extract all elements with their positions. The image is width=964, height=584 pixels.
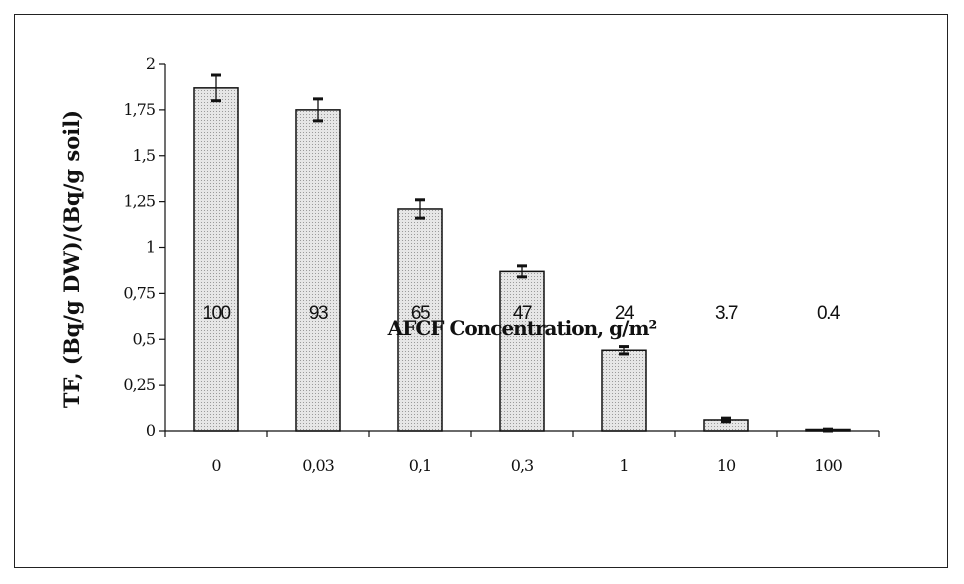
y-axis-title: TF, (Bq/g DW)/(Bq/g soil)	[59, 110, 84, 408]
y-tick-label: 2	[146, 54, 155, 73]
chart-frame: 0 0,25 0,5 0,75 1 1,25 1,5 1,75 2 100 93 65 47 24 3.7…	[14, 14, 948, 568]
x-tick-label: 0,03	[302, 456, 334, 475]
y-tick-label: 0,75	[123, 283, 155, 302]
error-bar	[517, 264, 527, 279]
x-tick-label: 0,3	[511, 456, 533, 475]
bar	[295, 109, 341, 432]
data-label: 24	[615, 303, 635, 324]
bar	[601, 349, 647, 432]
error-bar	[415, 198, 425, 220]
x-tick-label: 1	[619, 456, 628, 475]
data-label: 93	[309, 303, 328, 324]
data-label: 0.4	[817, 303, 841, 324]
y-tick-label: 1,75	[123, 100, 155, 119]
x-axis-title: AFCF Concentration, g/m²	[387, 316, 657, 340]
y-tick-label: 0,5	[133, 329, 155, 348]
y-tick-label: 0,25	[123, 375, 155, 394]
y-tick-label: 0	[146, 421, 156, 440]
data-labels: 100 93 65 47 24 3.7 0.4	[202, 303, 842, 324]
error-bar	[619, 345, 629, 356]
data-label: 100	[202, 303, 230, 324]
y-tick-label: 1,5	[133, 146, 155, 165]
x-tick-label: 0	[211, 456, 221, 475]
error-bar	[721, 416, 731, 424]
data-label: 65	[411, 303, 430, 324]
error-bar	[313, 97, 323, 123]
data-label: 3.7	[715, 303, 738, 324]
error-bar	[211, 73, 221, 103]
y-tick-label: 1	[146, 238, 155, 257]
x-axis-ticks: 0 0,03 0,1 0,3 1 10 100	[164, 431, 880, 475]
bar	[499, 270, 545, 432]
x-tick-label: 10	[717, 456, 736, 475]
y-tick-label: 1,25	[123, 192, 155, 211]
bar	[193, 87, 239, 432]
data-label: 47	[513, 303, 532, 324]
x-tick-label: 0,1	[409, 456, 431, 475]
x-tick-label: 100	[814, 456, 842, 475]
bars	[193, 73, 851, 433]
bar	[397, 208, 443, 432]
y-axis-ticks: 0 0,25 0,5 0,75 1 1,25 1,5 1,75 2	[123, 54, 165, 440]
